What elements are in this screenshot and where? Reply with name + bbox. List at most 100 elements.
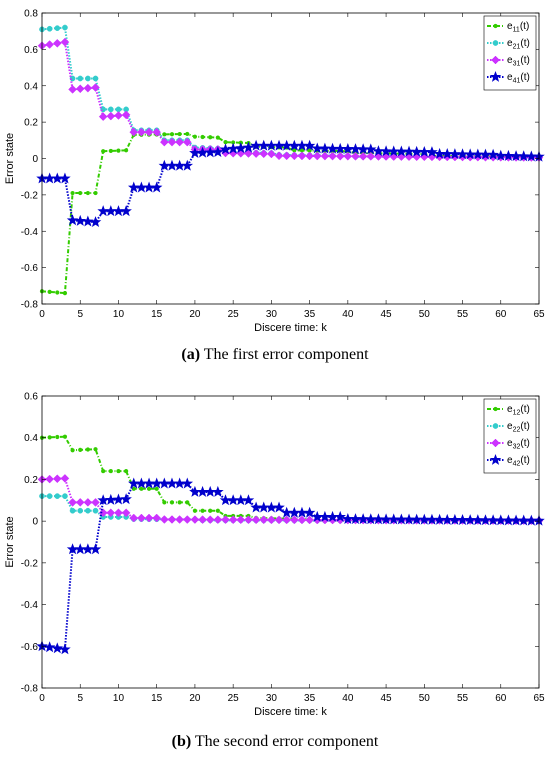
chart1-legend-marker-42 [489, 453, 502, 465]
chart0-point-11-k19 [185, 131, 190, 137]
chart1-xtick-label-40: 40 [342, 693, 354, 704]
chart1-point-12-k23 [215, 508, 220, 513]
chart1-xtick-label-20: 20 [189, 693, 201, 704]
chart0-xtick-label-55: 55 [457, 309, 469, 320]
chart0-point-31-k30 [267, 149, 276, 159]
chart0-point-41-k11 [120, 205, 132, 217]
chart0-point-21-k1 [46, 25, 53, 32]
chart0-point-11-k2 [55, 290, 60, 295]
chart1-point-42-k17 [166, 477, 178, 489]
chart1-point-22-k5 [77, 507, 84, 514]
chart0-point-11-k22 [208, 135, 213, 140]
chart1-point-32-k9 [106, 508, 116, 518]
chart1-ytick-label--0.8: -0.8 [21, 684, 39, 695]
chart1-point-42-k23 [212, 485, 224, 497]
chart0-point-21-k5 [77, 75, 84, 82]
chart1-point-32-k35 [305, 515, 314, 525]
chart0-point-11-k33 [292, 148, 297, 153]
chart1-point-12-k7 [93, 447, 98, 452]
chart0-point-31-k52 [435, 152, 444, 162]
chart0-point-41-k43 [365, 143, 377, 155]
chart0-point-11-k11 [124, 148, 129, 153]
chart0-point-31-k15 [152, 127, 162, 137]
chart1-point-42-k1 [43, 641, 56, 653]
chart0-x-axis-label: Discere time: k [254, 322, 327, 334]
chart0-point-41-k12 [127, 181, 140, 193]
chart1-point-32-k23 [213, 515, 223, 525]
chart0-ytick-label-0.4: 0.4 [24, 81, 38, 92]
chart0-y-axis-label: Error state [4, 133, 16, 184]
chart1-point-12-k18 [177, 500, 182, 505]
chart0-point-11-k5 [78, 190, 83, 196]
chart1-legend-label-32: e32(t) [507, 438, 530, 451]
chart1-point-12-k15 [154, 486, 159, 491]
chart1-y-axis-label: Error state [4, 516, 16, 567]
chart1-point-32-k24 [221, 515, 230, 525]
chart0-legend-marker-31 [491, 55, 500, 65]
chart0-point-41-k51 [426, 146, 438, 158]
chart1-point-32-k27 [244, 515, 253, 525]
chart1-point-22-k6 [85, 507, 91, 514]
chart0-point-31-k35 [305, 151, 314, 161]
chart0-ytick-label--0.8: -0.8 [21, 300, 39, 311]
chart1-point-12-k9 [108, 468, 113, 474]
chart1-point-42-k22 [204, 485, 216, 497]
chart0-point-31-k40 [343, 151, 353, 161]
chart1-legend: e12(t) e22(t) e32(t) e42(t) [483, 398, 537, 474]
chart0-legend: e11(t) e21(t) e31(t) e41(t) [483, 15, 537, 91]
chart1-series-42 [36, 477, 545, 655]
chart0-point-41-k59 [487, 148, 499, 160]
chart0-point-31-k27 [244, 149, 253, 158]
chart1-point-32-k13 [137, 513, 146, 523]
chart1-point-22-k4 [69, 507, 76, 514]
chart0-point-31-k11 [121, 110, 131, 120]
chart0-xtick-label-50: 50 [419, 309, 431, 320]
chart0-point-31-k10 [114, 111, 123, 120]
chart1-point-32-k8 [98, 508, 108, 518]
chart1-point-32-k20 [190, 515, 200, 524]
chart0-point-31-k41 [351, 151, 360, 161]
chart1-ytick-label-0.6: 0.6 [24, 392, 38, 403]
chart1-point-42-k5 [74, 543, 86, 555]
caption-b-text: The second error component [191, 733, 379, 750]
chart1-xtick-label-0: 0 [39, 693, 45, 704]
chart0-point-41-k2 [51, 172, 64, 184]
chart1-point-22-k7 [92, 507, 99, 514]
chart0-ytick-label-0.8: 0.8 [24, 9, 38, 20]
chart1-point-12-k4 [70, 448, 75, 453]
chart1-point-42-k27 [242, 494, 255, 506]
chart1-point-42-k25 [227, 494, 239, 506]
chart0-point-11-k4 [70, 190, 75, 196]
chart1-ytick-label-0.2: 0.2 [24, 475, 38, 486]
chart0-point-41-k18 [173, 159, 186, 171]
chart0-point-41-k13 [135, 181, 148, 193]
chart0-point-11-k9 [108, 148, 113, 154]
chart0-point-31-k18 [175, 137, 184, 147]
chart0-point-31-k28 [251, 149, 261, 159]
chart0-ytick-label-0.6: 0.6 [24, 45, 38, 56]
chart0-point-31-k19 [182, 137, 192, 147]
chart0-point-31-k5 [75, 84, 85, 94]
chart1-point-32-k7 [91, 498, 100, 507]
chart0-point-41-k5 [74, 214, 86, 226]
chart1-ytick-label--0.6: -0.6 [21, 642, 39, 653]
chart1-xtick-label-35: 35 [304, 693, 316, 704]
chart1-ytick-label--0.2: -0.2 [21, 558, 39, 569]
chart1-point-32-k32 [282, 515, 292, 525]
chart0-point-11-k18 [177, 131, 182, 137]
chart1-point-42-k3 [59, 643, 71, 655]
chart1-xtick-label-65: 65 [533, 693, 545, 704]
chart0-point-21-k7 [92, 75, 99, 82]
chart1-point-42-k18 [173, 477, 186, 489]
chart0-line-21 [41, 26, 540, 159]
chart0-point-31-k12 [129, 127, 139, 137]
chart1-xtick-label-5: 5 [77, 693, 83, 704]
chart1-point-32-k2 [52, 474, 62, 484]
chart1-point-42-k21 [196, 485, 209, 497]
chart0-point-31-k33 [289, 151, 299, 161]
chart1-point-12-k16 [162, 500, 167, 505]
chart1-series-12 [39, 434, 542, 523]
chart0-xtick-label-35: 35 [304, 309, 316, 320]
caption-b: (b) The second error component [0, 733, 550, 751]
chart0-point-31-k36 [312, 151, 322, 161]
